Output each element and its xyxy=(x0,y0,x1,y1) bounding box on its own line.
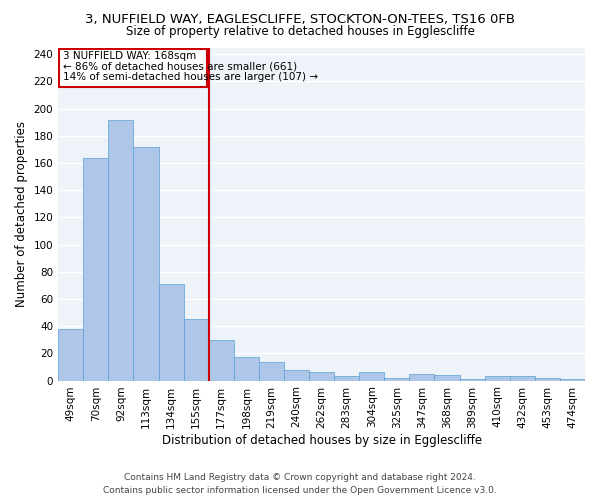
Bar xyxy=(460,379,485,380)
Bar xyxy=(234,358,259,380)
Text: 3, NUFFIELD WAY, EAGLESCLIFFE, STOCKTON-ON-TEES, TS16 0FB: 3, NUFFIELD WAY, EAGLESCLIFFE, STOCKTON-… xyxy=(85,12,515,26)
Bar xyxy=(83,158,109,380)
Bar xyxy=(510,376,535,380)
Bar xyxy=(535,378,560,380)
Bar xyxy=(434,375,460,380)
Text: ← 86% of detached houses are smaller (661): ← 86% of detached houses are smaller (66… xyxy=(63,62,298,72)
Bar xyxy=(485,376,510,380)
Bar xyxy=(259,362,284,380)
Bar xyxy=(133,146,158,380)
Text: 14% of semi-detached houses are larger (107) →: 14% of semi-detached houses are larger (… xyxy=(63,72,318,82)
Bar xyxy=(409,374,434,380)
Bar xyxy=(58,329,83,380)
Bar xyxy=(359,372,385,380)
Bar xyxy=(184,320,209,380)
Text: 3 NUFFIELD WAY: 168sqm: 3 NUFFIELD WAY: 168sqm xyxy=(63,51,196,61)
Bar xyxy=(560,379,585,380)
Bar xyxy=(109,120,133,380)
Bar xyxy=(334,376,359,380)
Y-axis label: Number of detached properties: Number of detached properties xyxy=(15,121,28,307)
Text: Contains HM Land Registry data © Crown copyright and database right 2024.
Contai: Contains HM Land Registry data © Crown c… xyxy=(103,474,497,495)
Bar xyxy=(284,370,309,380)
Text: Size of property relative to detached houses in Egglescliffe: Size of property relative to detached ho… xyxy=(125,25,475,38)
FancyBboxPatch shape xyxy=(59,49,208,87)
Bar xyxy=(158,284,184,380)
Bar xyxy=(385,378,409,380)
X-axis label: Distribution of detached houses by size in Egglescliffe: Distribution of detached houses by size … xyxy=(161,434,482,448)
Bar xyxy=(309,372,334,380)
Bar xyxy=(209,340,234,380)
